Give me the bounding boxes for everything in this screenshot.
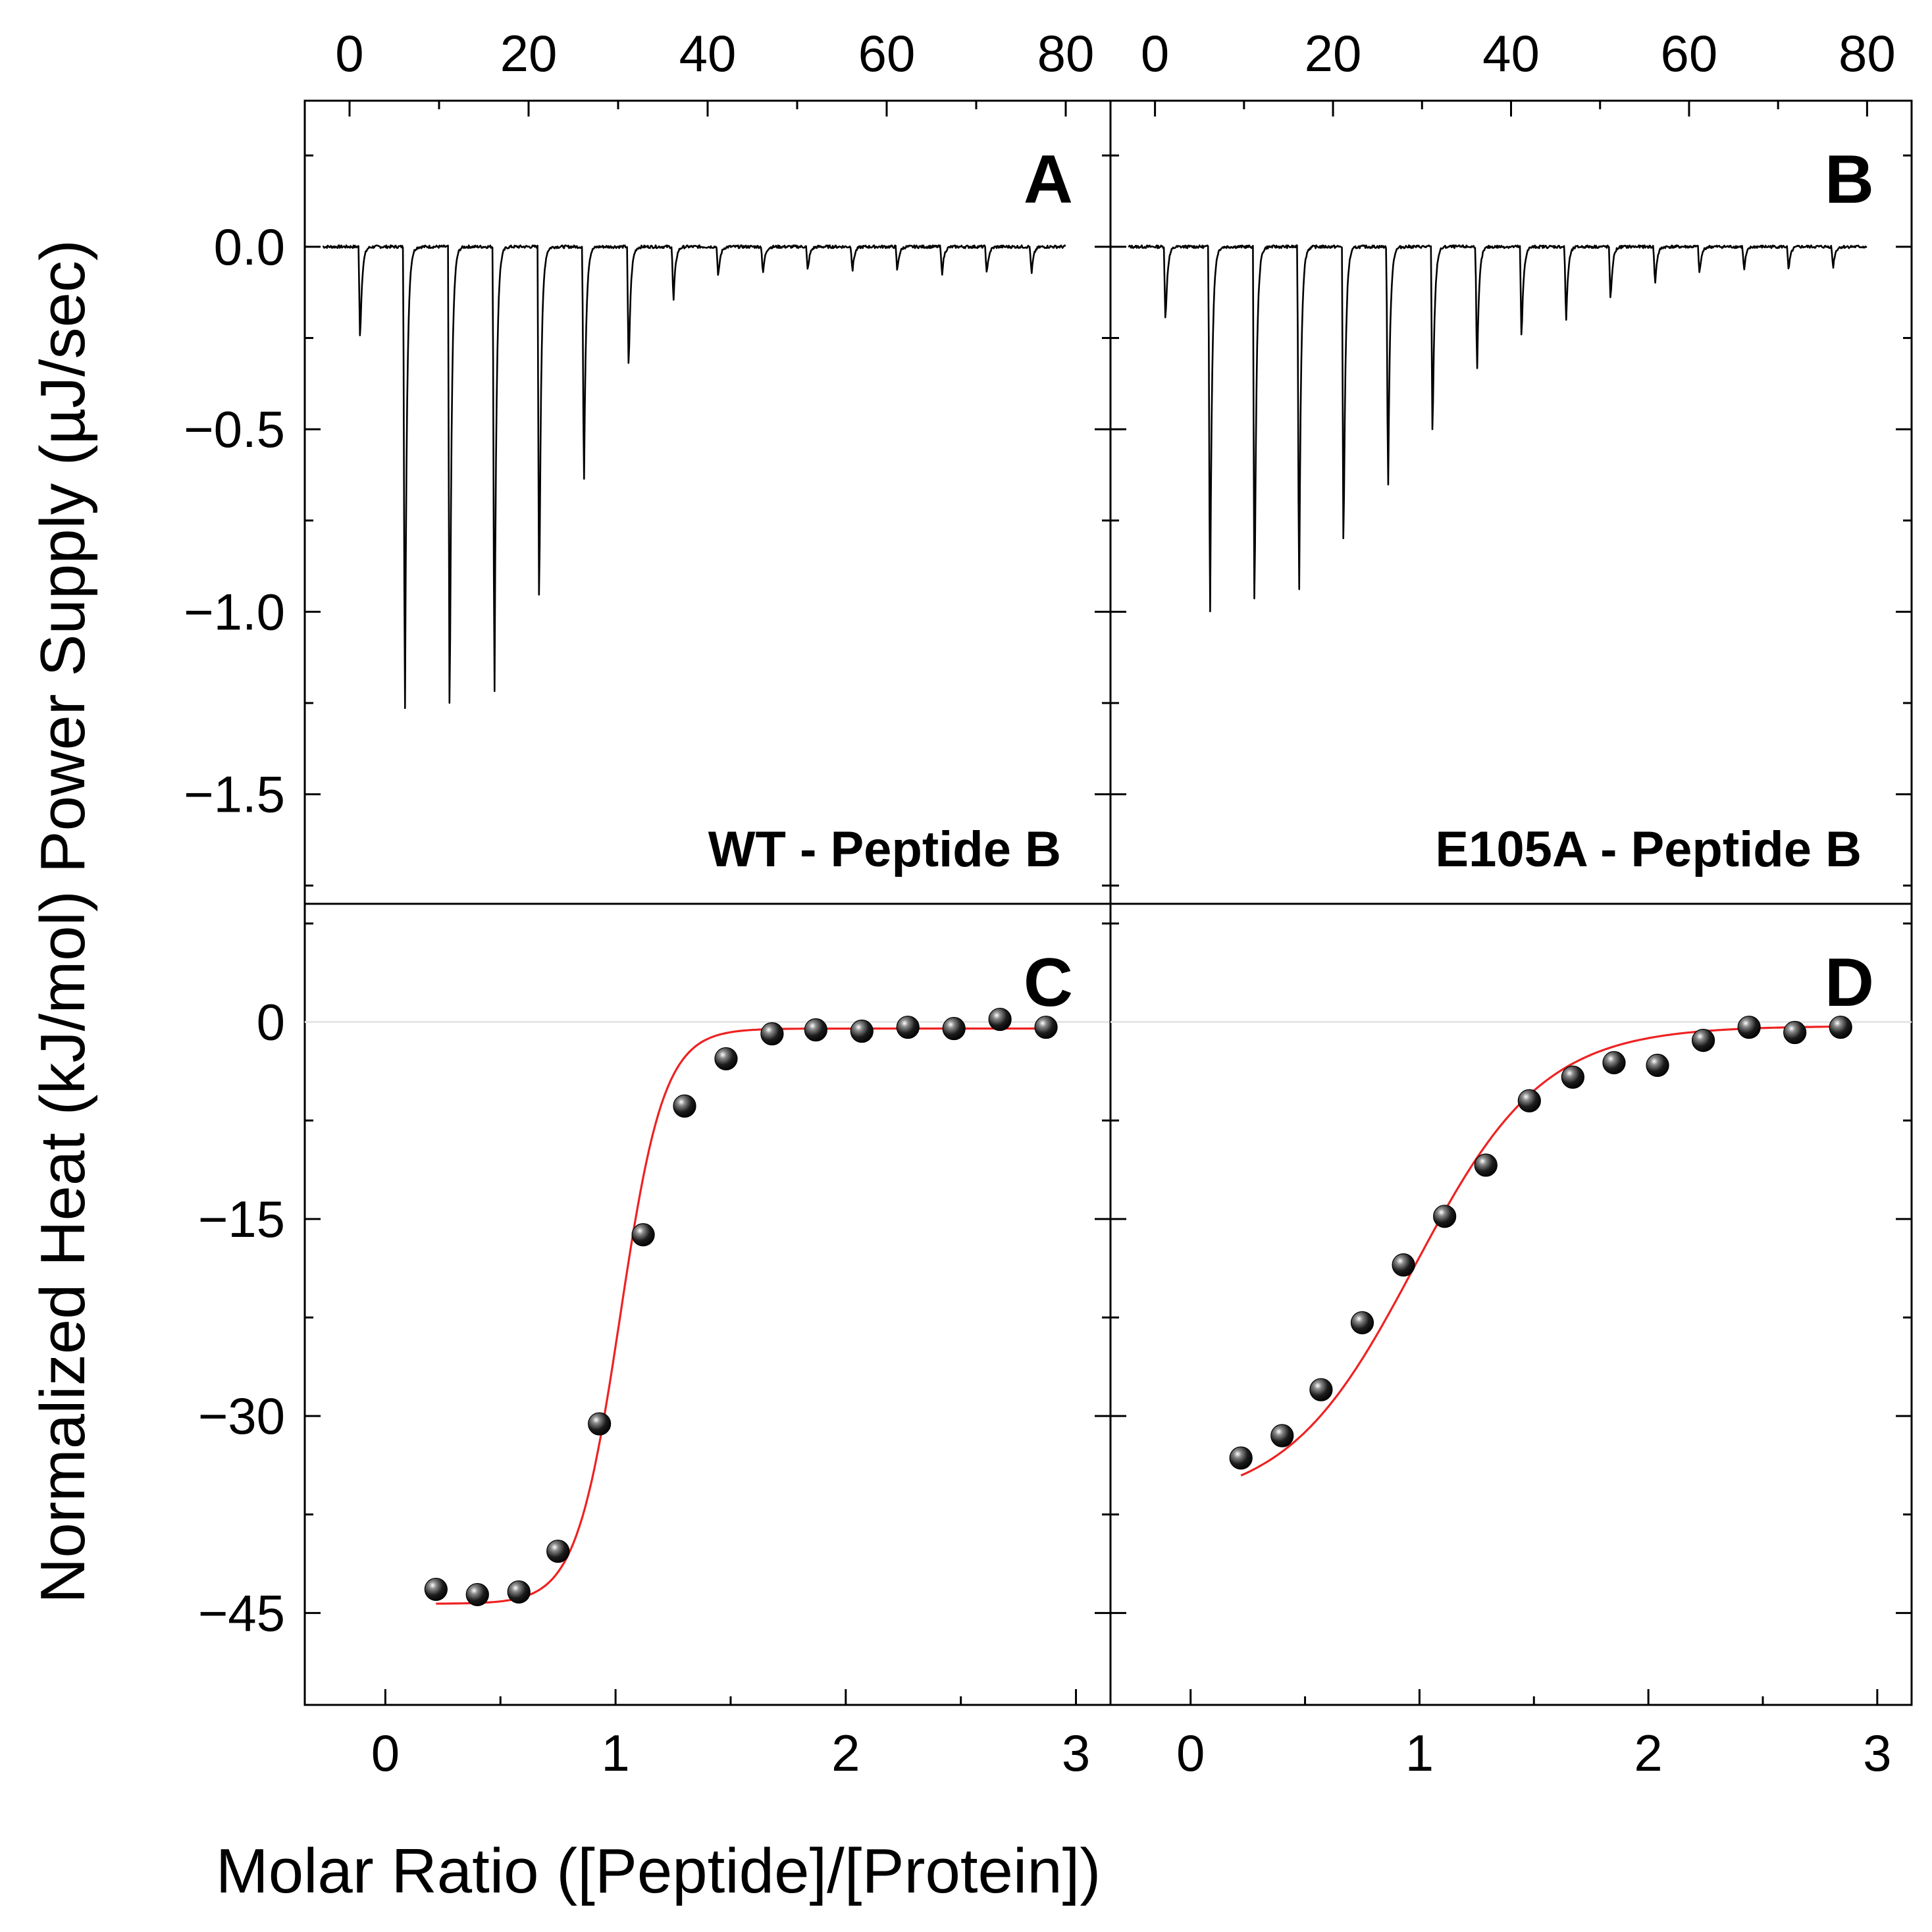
data-point-C [760, 1022, 784, 1046]
data-point-C [465, 1582, 489, 1607]
data-point-D [1783, 1020, 1807, 1045]
thermogram-trace-B [1128, 244, 1867, 613]
panel-frame-D [1109, 902, 1913, 1706]
data-point-D [1433, 1205, 1457, 1228]
data-point-C [673, 1094, 696, 1118]
data-point-C [546, 1539, 570, 1563]
data-point-C [804, 1018, 827, 1042]
panel-a-label: WT - Peptide B [708, 822, 1061, 877]
data-point-C [942, 1016, 966, 1041]
data-point-D [1561, 1065, 1584, 1089]
y-tick-label-A: 0.0 [214, 218, 285, 276]
data-point-C [631, 1223, 655, 1247]
data-point-D [1646, 1053, 1669, 1077]
data-point-C [1034, 1015, 1058, 1039]
x-tick-label-C: 1 [601, 1724, 629, 1782]
x-tick-label-A: 80 [1037, 24, 1095, 82]
x-tick-label-C: 3 [1062, 1724, 1090, 1782]
data-point-C [850, 1019, 874, 1043]
fit-curve-C [436, 1027, 1047, 1605]
y-tick-label-A: −1.0 [184, 583, 285, 640]
x-tick-label-A: 60 [858, 24, 916, 82]
data-point-D [1691, 1028, 1715, 1053]
panel-b-label: E105A - Peptide B [1435, 822, 1862, 877]
data-point-D [1829, 1015, 1852, 1039]
x-tick-label-B: 60 [1661, 24, 1718, 82]
y-axis-title: Normalized Heat (kJ/mol) Power Supply (µ… [28, 240, 98, 1604]
y-tick-label-A: −1.5 [184, 766, 285, 823]
x-tick-label-D: 1 [1405, 1724, 1434, 1782]
data-point-D [1474, 1153, 1498, 1177]
x-tick-label-D: 0 [1176, 1724, 1205, 1782]
data-point-C [896, 1015, 920, 1039]
data-point-C [714, 1047, 738, 1071]
data-point-D [1602, 1051, 1626, 1075]
y-tick-label-C: −45 [198, 1584, 285, 1642]
panel-frame-B [1109, 99, 1913, 905]
panel-letter-d: D [1825, 945, 1874, 1021]
x-tick-label-D: 3 [1863, 1724, 1891, 1782]
x-tick-label-B: 20 [1305, 24, 1362, 82]
x-tick-label-B: 0 [1141, 24, 1169, 82]
y-tick-label-C: −30 [198, 1387, 285, 1445]
data-point-D [1229, 1446, 1253, 1470]
data-point-D [1350, 1311, 1374, 1335]
data-point-D [1309, 1378, 1333, 1401]
data-point-D [1392, 1253, 1415, 1277]
x-tick-label-C: 0 [371, 1724, 400, 1782]
x-tick-label-C: 2 [831, 1724, 860, 1782]
fit-curve-D [1240, 1025, 1841, 1476]
panel-letter-c: C [1024, 945, 1073, 1021]
panel-frame-A [303, 99, 1112, 905]
x-axis-title: Molar Ratio ([Peptide]/[Protein]) [216, 1836, 1101, 1906]
panel-letter-b: B [1825, 142, 1874, 218]
data-point-D [1737, 1015, 1761, 1039]
data-point-C [507, 1580, 531, 1604]
panel-c: 0 1 2 3 0 −15 −30 −45 [198, 902, 1112, 1782]
x-tick-label-A: 40 [679, 24, 737, 82]
x-tick-label-A: 0 [335, 24, 363, 82]
y-tick-label-A: −0.5 [184, 400, 285, 458]
y-tick-label-C: −15 [198, 1190, 285, 1248]
data-point-D [1517, 1089, 1541, 1112]
x-tick-label-B: 80 [1839, 24, 1896, 82]
thermogram-trace-A [322, 244, 1066, 709]
x-tick-label-D: 2 [1634, 1724, 1662, 1782]
x-tick-label-A: 20 [500, 24, 558, 82]
panel-a: 0 20 40 60 80 0.0 −0.5 −1.0 −1.5 [184, 24, 1112, 905]
data-point-C [588, 1412, 612, 1436]
x-tick-label-B: 40 [1482, 24, 1540, 82]
y-tick-label-C: 0 [257, 993, 285, 1051]
panel-b: 0 20 40 60 80 [1109, 24, 1913, 905]
data-point-C [424, 1577, 448, 1602]
data-point-D [1270, 1424, 1294, 1448]
panel-d: 0 1 2 3 [1109, 902, 1913, 1782]
data-point-C [988, 1007, 1012, 1031]
panel-letter-a: A [1024, 142, 1073, 218]
